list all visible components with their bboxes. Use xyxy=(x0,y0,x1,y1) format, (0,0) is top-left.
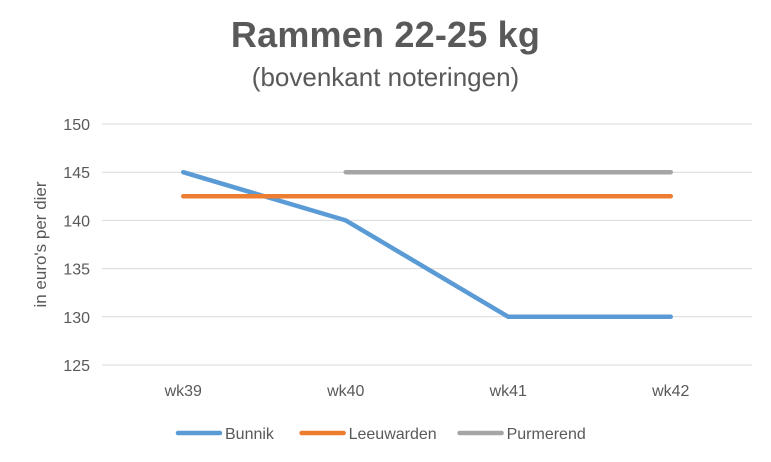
y-tick-label: 145 xyxy=(63,165,90,182)
y-tick-label: 135 xyxy=(63,262,90,279)
y-tick-label: 150 xyxy=(63,117,90,134)
x-tick-label: wk41 xyxy=(489,383,527,400)
x-tick-label: wk42 xyxy=(651,383,689,400)
y-tick-label: 130 xyxy=(63,310,90,327)
legend-label-bunnik: Bunnik xyxy=(225,426,275,443)
legend-label-leeuwarden: Leeuwarden xyxy=(349,426,437,443)
y-tick-label: 125 xyxy=(63,358,90,375)
chart-title: Rammen 22-25 kg xyxy=(230,14,541,55)
chart-subtitle: (bovenkant noteringen) xyxy=(251,62,520,92)
y-axis-title: in euro's per dier xyxy=(31,181,50,307)
series-line-bunnik xyxy=(181,169,673,320)
x-tick-label: wk39 xyxy=(164,383,202,400)
y-tick-label: 140 xyxy=(63,213,90,230)
legend-label-purmerend: Purmerend xyxy=(507,426,586,443)
x-tick-label: wk40 xyxy=(326,383,364,400)
